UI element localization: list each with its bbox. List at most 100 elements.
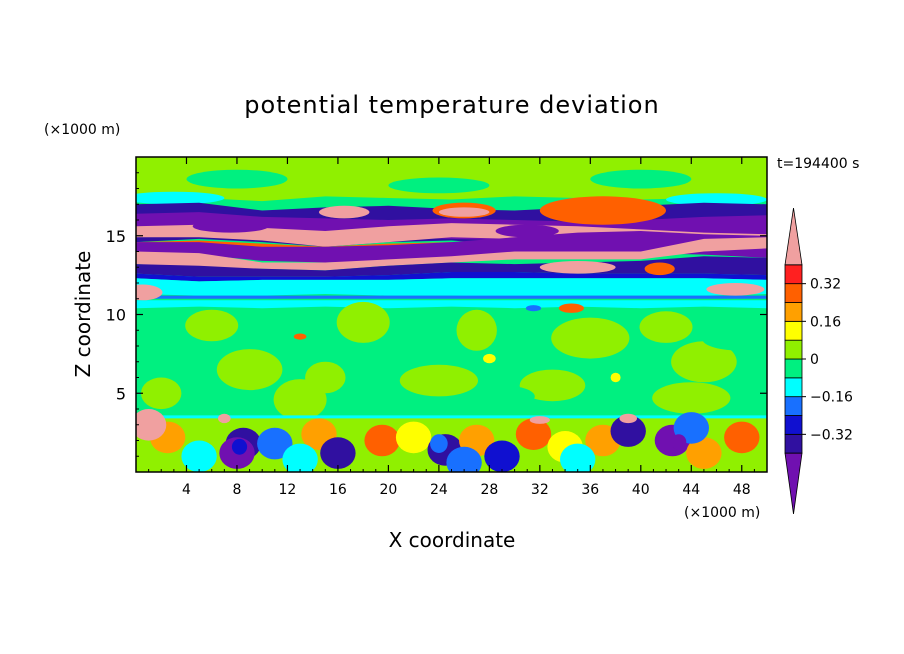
colorbar-label: 0.32 — [810, 277, 841, 293]
contour-blob — [671, 341, 737, 383]
contour-blob — [551, 317, 630, 359]
contour-band — [136, 278, 767, 298]
contour-blob — [666, 193, 767, 206]
y-unit-label: (×1000 m) — [44, 122, 120, 138]
contour-blob — [153, 335, 195, 357]
contour-blob — [652, 382, 731, 414]
x-tick-label: 40 — [632, 482, 650, 498]
contour-blob — [483, 353, 496, 364]
contour-blob — [529, 416, 550, 424]
colorbar-segment — [784, 396, 803, 416]
contour-blob — [181, 440, 217, 472]
colorbar-segment — [784, 264, 803, 285]
contour-blob — [706, 283, 765, 296]
contour-blob — [495, 224, 559, 238]
contour-blob — [446, 446, 482, 472]
contour-blob — [702, 328, 767, 351]
contour-blob — [186, 169, 288, 189]
colorbar-segment — [784, 302, 803, 322]
contour-blob — [456, 309, 497, 351]
contour-band — [136, 295, 767, 299]
chart-title: potential temperature deviation — [244, 91, 659, 119]
contour-blob — [560, 443, 596, 472]
contour-blob — [320, 437, 356, 469]
x-tick-label: 48 — [733, 482, 751, 498]
contour-blob — [619, 413, 637, 424]
colorbar: 0.32 0.16 0 −0.16 −0.32 — [784, 207, 853, 515]
colorbar-segment — [784, 433, 803, 454]
contour-blob — [539, 261, 616, 274]
contour-blob — [686, 437, 722, 469]
contour-blob — [590, 169, 692, 189]
contour-blob — [293, 333, 307, 340]
contour-blob — [216, 349, 283, 391]
contour-blob — [273, 379, 327, 421]
contour-blob — [488, 350, 542, 373]
colorbar-label: 0 — [810, 352, 819, 368]
x-tick-label: 28 — [480, 482, 498, 498]
contour-blob — [368, 342, 434, 365]
contour-blob — [610, 372, 621, 383]
colorbar-segment — [784, 377, 803, 398]
contour-blob — [558, 303, 585, 313]
contour-blob — [257, 427, 293, 460]
x-axis: 4 8 12 16 20 24 28 32 36 40 44 48 — [148, 157, 755, 498]
y-axis-label: Z coordinate — [71, 251, 95, 378]
colorbar-segment — [784, 320, 803, 341]
contour-blob — [644, 262, 675, 276]
contour-field — [136, 157, 767, 472]
x-tick-label: 24 — [430, 482, 448, 498]
contour-blob — [141, 377, 182, 410]
colorbar-label: −0.16 — [810, 390, 853, 406]
contour-band — [136, 300, 767, 309]
colorbar-label: −0.32 — [810, 427, 853, 443]
contour-blob — [671, 434, 687, 450]
x-tick-label: 8 — [232, 482, 241, 498]
contour-blob — [610, 415, 646, 447]
colorbar-segment — [784, 339, 803, 360]
colorbar-extend-min — [784, 452, 803, 515]
colorbar-segment — [784, 358, 803, 379]
x-unit-label: (×1000 m) — [684, 505, 760, 521]
x-tick-label: 44 — [682, 482, 700, 498]
contour-blob — [539, 196, 667, 225]
x-tick-label: 12 — [279, 482, 297, 498]
x-tick-label: 20 — [379, 482, 397, 498]
contour-blob — [519, 369, 586, 402]
x-tick-label: 32 — [531, 482, 549, 498]
contour-blob — [469, 385, 535, 408]
y-tick-label: 5 — [116, 384, 126, 403]
contour-blob — [336, 301, 390, 343]
y-axis: 5 10 15 — [106, 172, 767, 457]
x-tick-label: 36 — [581, 482, 599, 498]
contour-band — [136, 256, 767, 277]
contour-blob — [319, 205, 370, 219]
contour-blob — [192, 220, 269, 233]
contour-blob — [430, 434, 448, 453]
contour-blob — [515, 418, 552, 451]
contour-blob — [399, 364, 478, 397]
y-tick-label: 10 — [106, 306, 126, 325]
contour-blob — [364, 424, 400, 457]
contour-blob — [438, 207, 490, 217]
colorbar-segment — [784, 283, 803, 303]
contour-blob — [136, 409, 167, 441]
contour-blob — [484, 440, 520, 472]
contour-blob — [388, 177, 490, 194]
x-axis-label: X coordinate — [389, 528, 516, 552]
contour-blob — [136, 191, 225, 205]
contour-blob — [218, 413, 231, 424]
x-tick-label: 4 — [182, 482, 191, 498]
contour-blob — [724, 421, 760, 454]
contour-blob — [395, 421, 432, 454]
contour-blob — [525, 305, 542, 312]
colorbar-segment — [784, 415, 803, 435]
contour-blob — [248, 322, 327, 345]
contour-blob — [282, 443, 318, 472]
contour-blob — [639, 311, 693, 343]
colorbar-extend-max — [784, 207, 803, 266]
contour-band — [136, 231, 767, 263]
colorbar-label: 0.16 — [810, 314, 841, 330]
contour-blob — [185, 309, 239, 342]
